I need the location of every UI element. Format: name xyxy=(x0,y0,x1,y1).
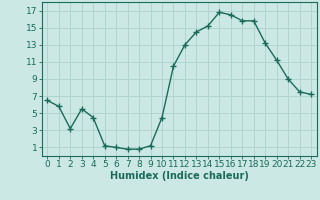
X-axis label: Humidex (Indice chaleur): Humidex (Indice chaleur) xyxy=(110,171,249,181)
